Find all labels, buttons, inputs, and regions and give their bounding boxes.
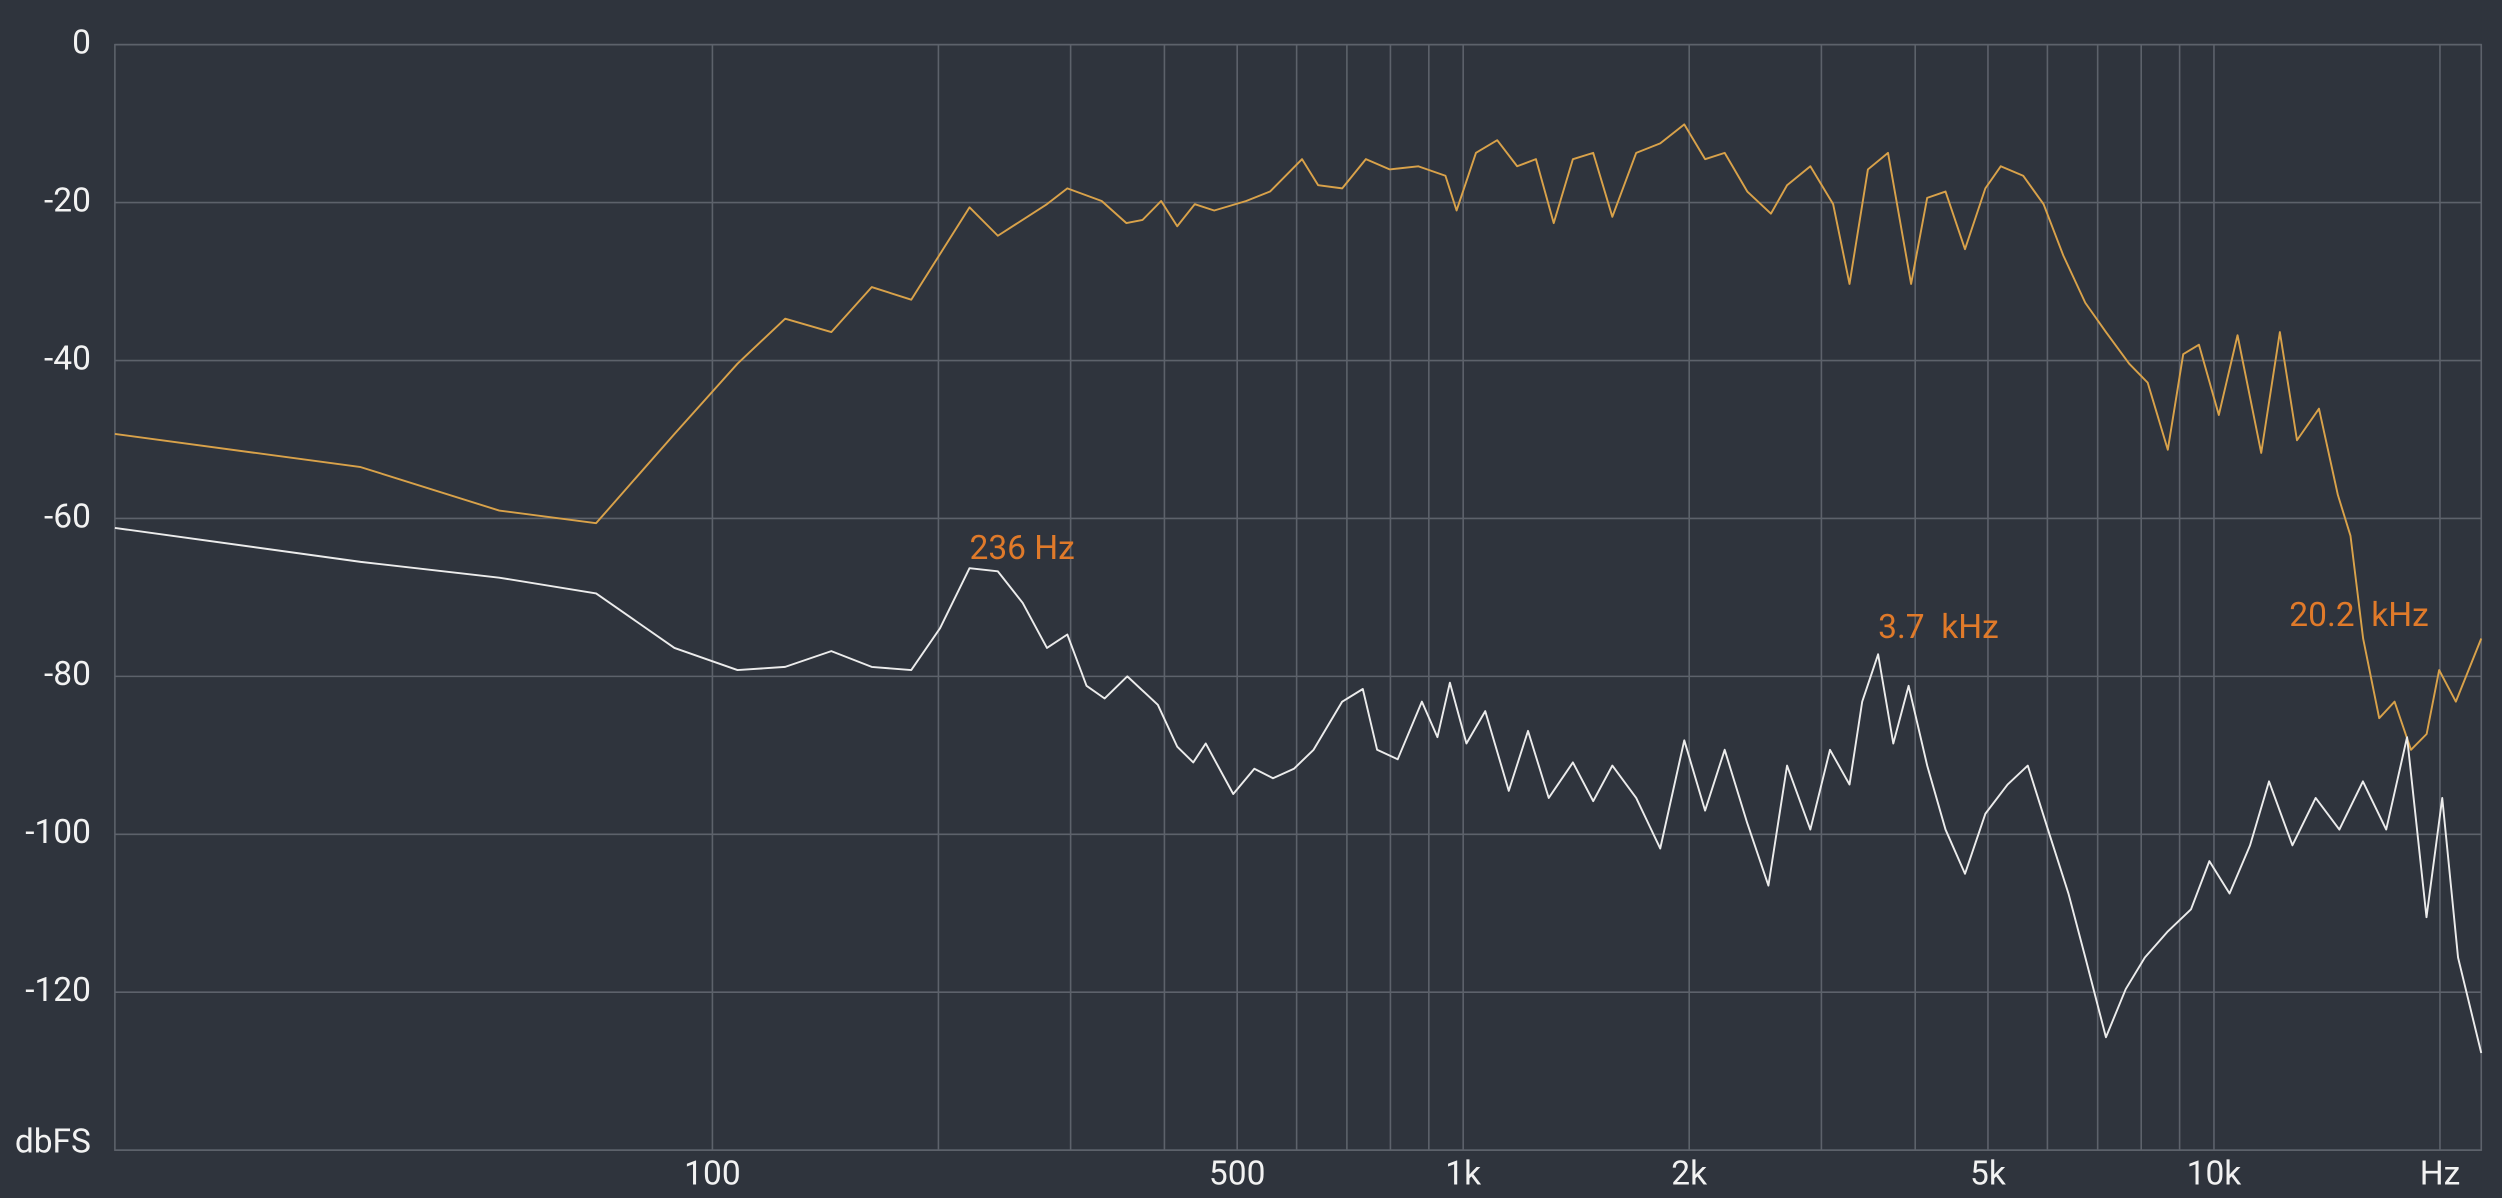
y-tick-label: dbFS (15, 1123, 91, 1162)
x-tick-label: 2k (1671, 1155, 1707, 1194)
y-tick-label: -40 (44, 339, 91, 378)
x-tick-label: 500 (1209, 1155, 1265, 1194)
peak-annotation: 3.7 kHz (1878, 608, 1999, 647)
y-tick-label: -20 (44, 181, 91, 220)
peak-annotation: 20.2 kHz (2289, 596, 2428, 635)
y-tick-label: -100 (25, 813, 91, 852)
x-tick-label: 10k (2187, 1155, 2242, 1194)
peak-annotation: 236 Hz (969, 529, 1074, 568)
y-tick-label: -120 (25, 971, 91, 1010)
y-tick-label: -60 (44, 497, 91, 536)
y-tick-label: -80 (44, 655, 91, 694)
y-tick-label: 0 (72, 24, 91, 63)
x-tick-label: 1k (1445, 1155, 1481, 1194)
spectrum-line (114, 123, 2483, 751)
x-tick-label: 5k (1970, 1155, 2006, 1194)
x-tick-label: 100 (684, 1155, 740, 1194)
x-tick-label: Hz (2420, 1155, 2461, 1194)
spectrum-line (114, 526, 2483, 1054)
